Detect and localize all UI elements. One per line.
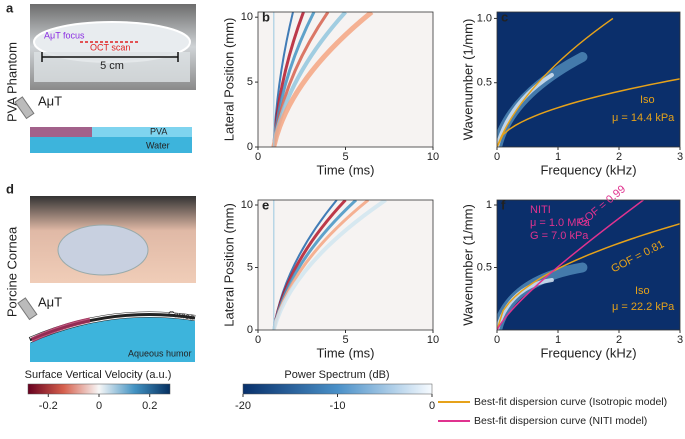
y-tick-label: 5 — [247, 261, 253, 273]
annotation: PVA — [150, 126, 167, 136]
annotation: AμT focus — [44, 30, 85, 40]
y-tick-label: 10 — [241, 199, 253, 211]
panel-label: a — [6, 0, 14, 15]
x-tick-label: 3 — [677, 151, 683, 163]
x-axis-label: Frequency (kHz) — [540, 345, 636, 360]
annotation: 5 cm — [100, 60, 124, 72]
x-tick-label: 0 — [255, 151, 261, 163]
annotation: Aqueous humor — [128, 348, 192, 358]
colorbar-title: Surface Vertical Velocity (a.u.) — [25, 369, 172, 381]
colorbar — [242, 383, 433, 395]
panel-label: e — [262, 197, 269, 212]
probe — [17, 297, 38, 321]
annotation: Iso — [635, 285, 650, 297]
layer — [30, 137, 192, 153]
probe — [14, 96, 35, 120]
legend-label: Best-fit dispersion curve (Isotropic mod… — [474, 396, 667, 408]
fit-curve — [497, 223, 680, 330]
annotation: NITI — [530, 204, 551, 216]
layer — [30, 127, 192, 137]
colorbar-tick-label: 0 — [96, 400, 102, 412]
panel-label: b — [262, 9, 270, 24]
annotation: μ = 1.0 MPa — [530, 217, 591, 229]
y-tick-label: 0.5 — [477, 77, 492, 89]
y-tick-label: 1.0 — [477, 12, 492, 24]
y-axis-label: Lateral Position (mm) — [221, 18, 236, 142]
y-tick-label: 0 — [247, 324, 253, 336]
annotation: G = 7.0 kPa — [530, 230, 589, 242]
colorbar-tick-label: 0 — [429, 400, 435, 412]
annotation: Water — [146, 140, 170, 150]
x-tick-label: 5 — [342, 334, 348, 346]
heatmap — [497, 200, 680, 330]
heatmap-band — [271, 12, 374, 147]
row-label: PVA Phantom — [4, 42, 19, 122]
x-axis-label: Time (ms) — [316, 162, 374, 177]
x-tick-label: 0 — [494, 151, 500, 163]
annotation: Cornea — [167, 309, 195, 322]
y-axis-label: Wavenumber (1/mm) — [460, 19, 475, 141]
x-tick-label: 5 — [342, 151, 348, 163]
annotation: μ = 22.2 kPa — [612, 301, 675, 313]
plot-frame — [496, 199, 681, 331]
wave-region — [30, 317, 91, 343]
x-tick-label: 1 — [555, 151, 561, 163]
fit-curve — [497, 17, 614, 147]
fit-curve — [497, 78, 680, 147]
annotation: Iso — [640, 94, 655, 106]
heatmap — [258, 12, 433, 147]
y-tick-label: 1 — [486, 199, 492, 211]
heatmap-bg — [497, 200, 680, 330]
y-tick-label: 10 — [241, 11, 253, 23]
y-axis-label: Wavenumber (1/mm) — [460, 204, 475, 326]
colorbar — [27, 383, 171, 395]
colorbar-tick-label: 0.2 — [142, 400, 157, 412]
y-tick-label: 0 — [247, 141, 253, 153]
x-tick-label: 2 — [616, 151, 622, 163]
colorbar-tick-label: -20 — [235, 400, 251, 412]
panel-label: d — [6, 181, 14, 196]
legend-label: Best-fit dispersion curve (NITI model) — [474, 415, 647, 427]
y-tick-label: 0.5 — [477, 261, 492, 273]
x-tick-label: 0 — [255, 334, 261, 346]
x-tick-label: 2 — [616, 334, 622, 346]
heatmap-bg — [497, 12, 680, 147]
x-axis-label: Time (ms) — [316, 345, 374, 360]
x-tick-label: 3 — [677, 334, 683, 346]
x-tick-label: 1 — [555, 334, 561, 346]
row-label: Porcine Cornea — [4, 226, 19, 317]
y-axis-label: Lateral Position (mm) — [221, 203, 236, 327]
plot-frame — [496, 11, 681, 148]
annotation: μ = 14.4 kPa — [612, 112, 675, 124]
colorbar-tick-label: -0.2 — [39, 400, 58, 412]
annotation: AμT — [38, 93, 62, 108]
colorbar-title: Power Spectrum (dB) — [284, 369, 389, 381]
y-tick-label: 5 — [247, 76, 253, 88]
x-axis-label: Frequency (kHz) — [540, 162, 636, 177]
panel-label: c — [501, 9, 508, 24]
x-tick-label: 10 — [427, 334, 439, 346]
fit-curve — [497, 200, 644, 330]
cornea-photo — [57, 224, 149, 276]
annotation: OCT scan — [90, 42, 130, 52]
colorbar-tick-label: -10 — [330, 400, 346, 412]
x-tick-label: 10 — [427, 151, 439, 163]
heatmap — [258, 200, 433, 330]
heatmap — [497, 12, 680, 147]
heatmap-band — [497, 73, 554, 147]
annotation: AμT — [38, 294, 62, 309]
x-tick-label: 0 — [494, 334, 500, 346]
heatmap-band — [271, 200, 387, 330]
wave-region — [30, 127, 92, 137]
panel-label: f — [501, 197, 506, 212]
